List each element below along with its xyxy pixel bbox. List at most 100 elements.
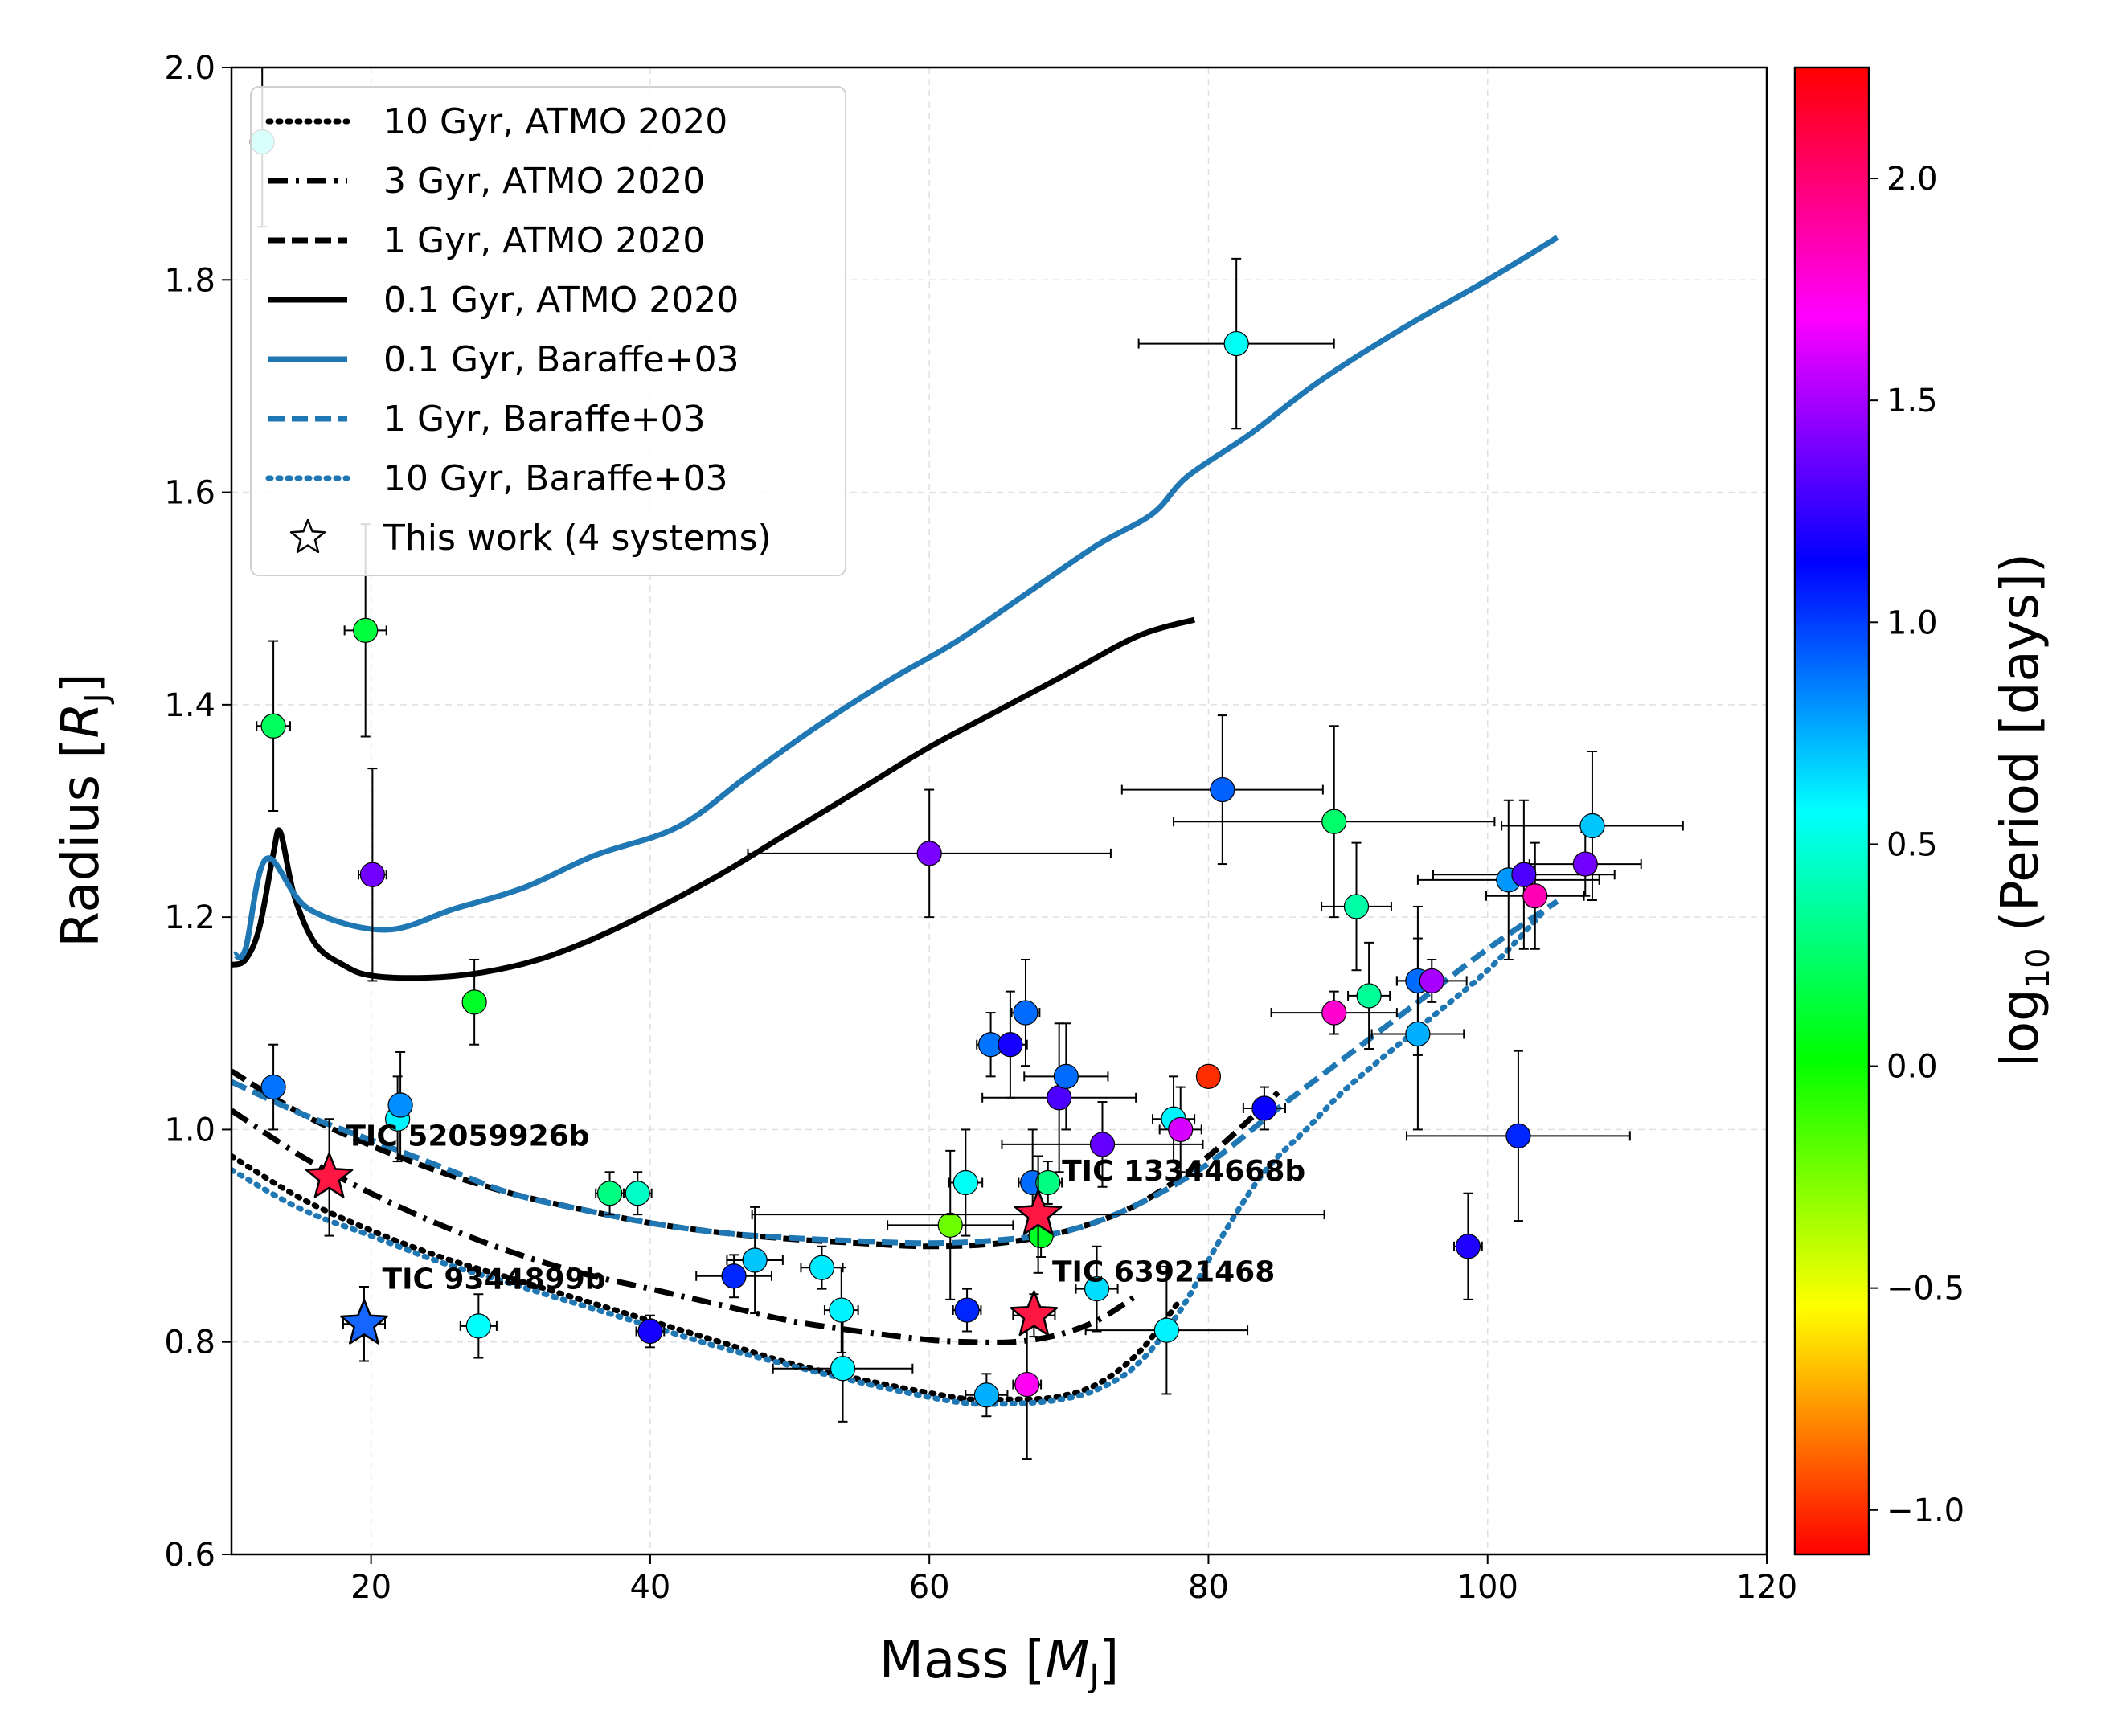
colorbar-tick-label: 2.0 <box>1886 161 1938 198</box>
data-point <box>952 1169 978 1196</box>
data-point <box>1251 1095 1277 1121</box>
data-point <box>625 1181 650 1206</box>
data-point <box>1014 1371 1040 1398</box>
data-point <box>359 862 385 887</box>
colorbar-tick-label: −0.5 <box>1886 1271 1964 1308</box>
legend-label: 0.1 Gyr, Baraffe+03 <box>383 339 739 380</box>
data-point <box>1321 809 1347 834</box>
data-points <box>249 129 1605 1408</box>
axis-ticks: 20 40 60 80 100 120 0.6 0.8 1.0 1.2 1.4 1.6 1.8 2.0 <box>164 50 1797 1606</box>
data-point <box>973 1382 999 1408</box>
colorbar-tick-label: −1.0 <box>1886 1492 1964 1529</box>
data-point <box>596 1181 623 1206</box>
colorbar-tick-label: 0.0 <box>1886 1049 1938 1086</box>
y-tick-label: 1.6 <box>164 475 215 512</box>
x-tick-label: 20 <box>350 1569 391 1606</box>
y-tick-label: 2.0 <box>164 50 215 87</box>
data-point <box>1505 1123 1531 1148</box>
data-point <box>954 1297 980 1323</box>
data-point <box>1223 330 1249 357</box>
star-annotation: TIC 63921468 <box>1052 1255 1275 1288</box>
x-tick-label: 120 <box>1736 1569 1797 1606</box>
y-tick-label: 0.8 <box>164 1325 215 1361</box>
this-work-stars: TIC 52059926b TIC 13344668b TIC 63921468 TI… <box>305 1118 1325 1362</box>
data-point <box>1195 1063 1222 1089</box>
data-point <box>742 1247 768 1273</box>
data-point <box>1089 1132 1116 1157</box>
data-point <box>937 1212 963 1238</box>
legend-label: 3 Gyr, ATMO 2020 <box>383 161 705 202</box>
data-point <box>829 1297 854 1323</box>
data-point <box>1210 776 1235 803</box>
data-point <box>1168 1116 1194 1143</box>
this-work-star <box>340 1299 388 1345</box>
data-point <box>260 1074 286 1100</box>
plot-frame <box>230 66 1768 1556</box>
this-work-star <box>1014 1189 1063 1235</box>
data-point <box>1321 1000 1347 1026</box>
y-tick-label: 1.2 <box>164 899 215 936</box>
legend-label: 10 Gyr, ATMO 2020 <box>383 101 727 142</box>
curve-3-gyr-atmo-2020 <box>231 1108 1141 1345</box>
legend-label: 0.1 Gyr, ATMO 2020 <box>383 280 739 321</box>
data-point <box>353 617 379 643</box>
curve-10-gyr-atmo-2020 <box>231 1153 1184 1403</box>
legend-label: 1 Gyr, ATMO 2020 <box>383 220 705 261</box>
colorbar-tick-label: 1.5 <box>1886 383 1938 420</box>
y-tick-label: 1.4 <box>164 687 215 724</box>
data-point <box>461 989 487 1015</box>
data-point <box>809 1255 835 1280</box>
x-tick-label: 100 <box>1457 1569 1518 1606</box>
data-point <box>1153 1317 1179 1343</box>
x-tick-label: 80 <box>1188 1569 1229 1606</box>
data-point <box>1522 883 1548 909</box>
data-point <box>1405 1021 1431 1047</box>
colorbar-label: log10 (Period [days]) <box>1991 553 2057 1067</box>
x-tick-label: 60 <box>909 1569 950 1606</box>
data-point <box>465 1313 491 1339</box>
data-point <box>1053 1063 1079 1089</box>
data-point <box>1572 851 1598 877</box>
data-point <box>916 841 942 866</box>
x-axis-label: Mass [MJ] <box>879 1631 1119 1695</box>
data-point <box>260 713 286 739</box>
data-point <box>1511 862 1537 887</box>
this-work-star <box>305 1152 354 1198</box>
legend-label: 10 Gyr, Baraffe+03 <box>383 458 728 499</box>
this-work-star <box>1010 1290 1059 1337</box>
data-point <box>637 1318 663 1345</box>
data-point <box>998 1032 1023 1058</box>
legend-star-marker <box>289 518 326 554</box>
data-point <box>1419 968 1444 994</box>
x-tick-label: 40 <box>629 1569 670 1606</box>
curve-1-gyr-baraffe-03 <box>231 899 1559 1247</box>
data-point <box>1343 894 1370 919</box>
data-point <box>1084 1276 1110 1302</box>
colorbar-ticks: −1.0 −0.5 0.0 0.5 1.0 1.5 2.0 <box>1869 161 1964 1529</box>
legend-label: 1 Gyr, Baraffe+03 <box>383 399 706 440</box>
colorbar <box>1793 66 1870 1556</box>
y-tick-label: 1.0 <box>164 1112 215 1148</box>
data-point <box>1579 813 1605 839</box>
colorbar-tick-label: 0.5 <box>1886 826 1938 863</box>
data-point <box>721 1263 747 1289</box>
data-point <box>1035 1169 1061 1196</box>
data-point <box>387 1092 413 1118</box>
colorbar-tick-label: 1.0 <box>1886 604 1938 641</box>
data-point <box>1047 1085 1072 1111</box>
data-point <box>1013 1000 1038 1026</box>
data-point <box>1455 1234 1481 1259</box>
star-annotation: TIC 13344668b <box>1062 1155 1305 1188</box>
data-point <box>1356 983 1382 1009</box>
legend: 10 Gyr, ATMO 2020 3 Gyr, ATMO 2020 1 Gyr, … <box>250 86 846 576</box>
data-point <box>830 1356 856 1382</box>
curve-0-1-gyr-atmo-2020 <box>231 616 1196 981</box>
y-tick-label: 0.6 <box>164 1537 215 1574</box>
legend-box <box>250 86 846 576</box>
legend-label: This work (4 systems) <box>383 518 772 559</box>
y-axis-label: Radius [RJ] <box>51 673 116 947</box>
y-tick-label: 1.8 <box>164 262 215 299</box>
star-annotation: TIC 9344899b <box>383 1263 606 1296</box>
curve-0-1-gyr-baraffe-03 <box>231 235 1559 960</box>
